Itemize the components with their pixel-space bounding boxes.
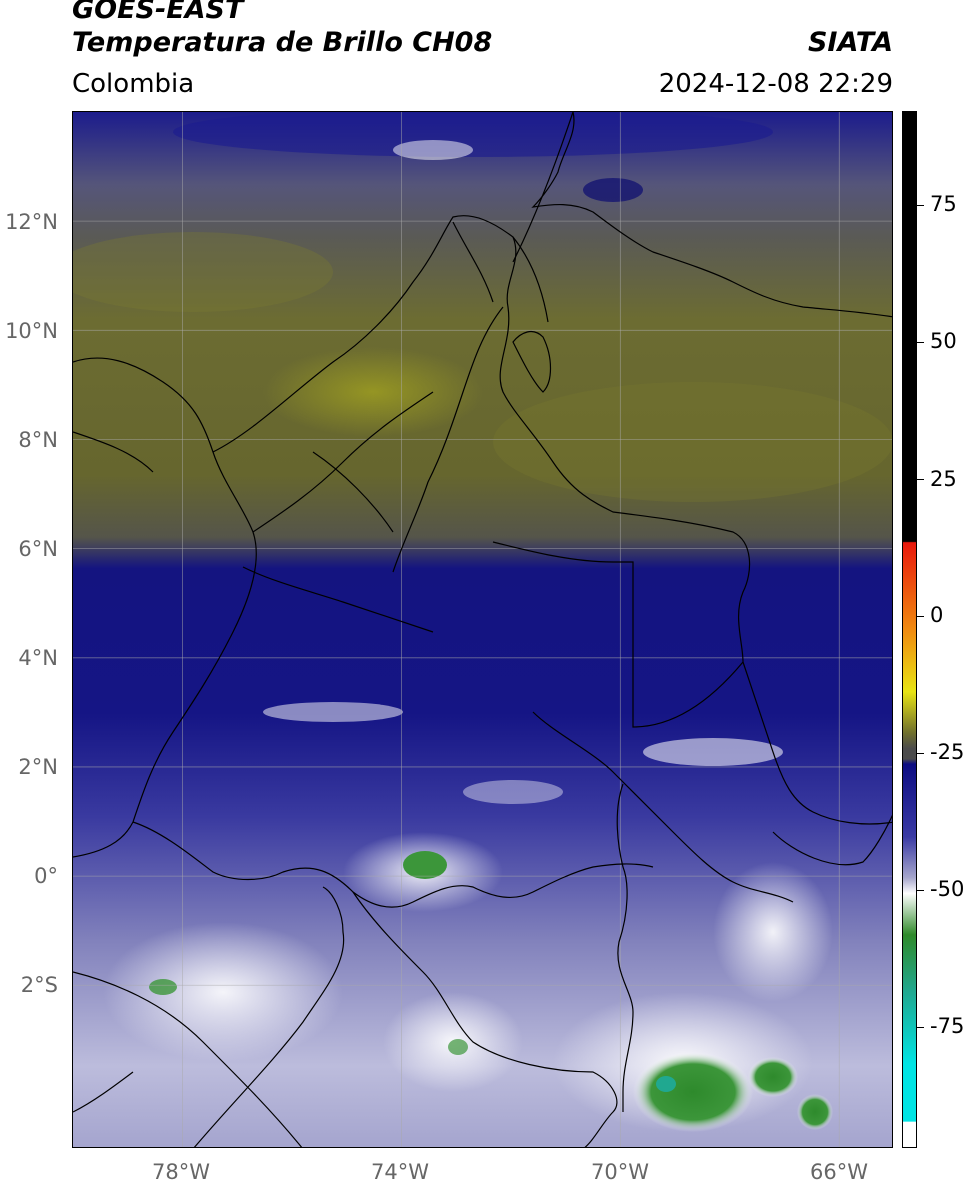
colorbar-tick: [917, 342, 924, 343]
colorbar-tick-label: -75: [930, 1014, 965, 1038]
brightness-temperature-map[interactable]: [72, 111, 893, 1148]
satellite-title: GOES-EAST: [72, 0, 244, 25]
product-title: Temperatura de Brillo CH08: [72, 27, 493, 58]
lat-label: 12°N: [5, 210, 58, 234]
lat-label: 2°S: [20, 973, 58, 997]
colorbar-tick: [917, 890, 924, 891]
lon-label: 78°W: [152, 1160, 210, 1184]
colorbar: [902, 111, 917, 1148]
lat-label: 10°N: [5, 319, 58, 343]
colorbar-tick-label: 0: [930, 603, 944, 627]
political-boundaries: [73, 112, 892, 1147]
colorbar-tick: [917, 479, 924, 480]
lat-label: 6°N: [18, 537, 58, 561]
datetime-label: 2024-12-08 22:29: [658, 69, 893, 99]
graticule: [73, 112, 892, 1147]
lon-label: 70°W: [591, 1160, 649, 1184]
organization-label: SIATA: [807, 27, 893, 58]
lon-label: 66°W: [810, 1160, 868, 1184]
lat-label: 2°N: [18, 755, 58, 779]
colorbar-tick: [917, 616, 924, 617]
colorbar-tick: [917, 205, 924, 206]
colorbar-tick-label: -50: [930, 877, 965, 901]
colorbar-tick-label: 75: [930, 192, 957, 216]
colorbar-tick-label: -25: [930, 740, 965, 764]
colorbar-tick: [917, 1027, 924, 1028]
lat-label: 8°N: [18, 428, 58, 452]
region-label: Colombia: [72, 69, 195, 99]
lat-label: 0°: [34, 864, 58, 888]
colorbar-tick: [917, 753, 924, 754]
colorbar-tick-label: 25: [930, 467, 957, 491]
lon-label: 74°W: [371, 1160, 429, 1184]
lat-label: 4°N: [18, 646, 58, 670]
cloud-features: [73, 112, 892, 1132]
colorbar-tick-label: 50: [930, 329, 957, 353]
